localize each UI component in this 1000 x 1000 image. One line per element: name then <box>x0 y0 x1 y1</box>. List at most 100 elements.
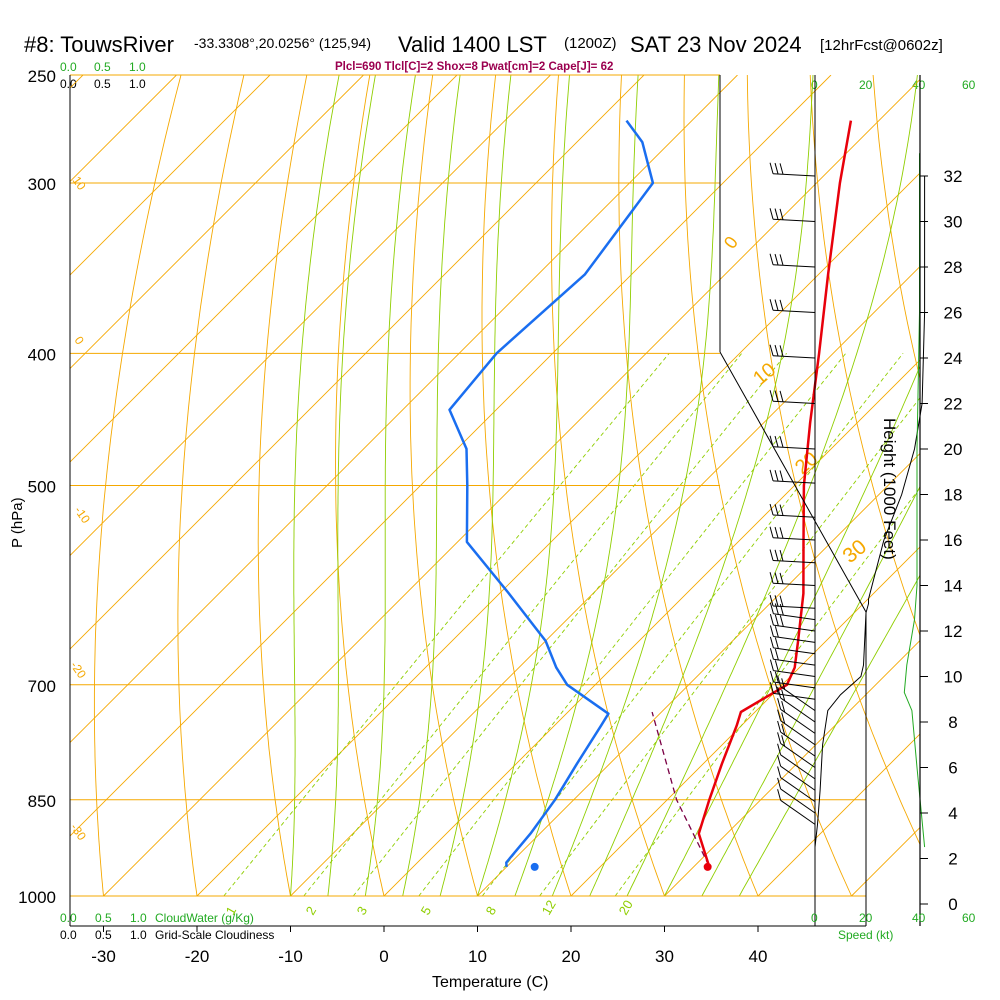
cloud-tick-green-b2: 1.0 <box>130 911 147 925</box>
speed-tick-top-1: 20 <box>859 78 873 92</box>
pressure-tick-label: 300 <box>28 175 56 194</box>
wind-barb-flag <box>774 390 779 402</box>
wind-barb-staff <box>780 708 816 734</box>
speed-tick-bottom-0: 0 <box>811 911 818 925</box>
pressure-tick-label: 400 <box>28 345 56 364</box>
temperature-tick-label: 20 <box>562 947 581 966</box>
height-tick-label: 22 <box>944 395 963 414</box>
wind-barb <box>769 344 816 359</box>
height-tick-label: 2 <box>948 850 957 869</box>
wind-barb-flag <box>779 527 784 539</box>
wind-barb <box>769 390 816 404</box>
wind-barb-flag <box>774 504 779 516</box>
wind-barb <box>777 777 816 814</box>
pressure-tick-label: 250 <box>28 67 56 86</box>
wind-barb-flag <box>777 789 782 801</box>
parcel-path-line <box>651 711 710 866</box>
wind-barb <box>769 435 816 450</box>
wind-barb-staff <box>773 480 816 484</box>
wind-barb-flag <box>774 626 779 638</box>
wind-barb-flag <box>777 686 782 699</box>
height-tick-label: 4 <box>948 804 957 823</box>
wind-barb-flag <box>769 469 774 482</box>
wind-barb <box>769 299 816 313</box>
wind-barb-staff <box>773 605 816 609</box>
moist-adiabat-line <box>402 75 461 897</box>
surface-temperature-dot <box>703 862 712 871</box>
height-tick-label: 8 <box>948 713 957 732</box>
dry-adiabat-line <box>551 75 665 897</box>
wind-barb-flag <box>769 682 774 694</box>
height-tick-label: 30 <box>944 213 963 232</box>
dewpoint-line <box>448 119 655 867</box>
wind-barb-staff <box>773 537 816 541</box>
wind-barb-staff <box>773 636 816 643</box>
wind-barb-staff <box>773 173 816 177</box>
wind-barb <box>769 503 816 518</box>
wind-barb-flag <box>769 549 774 561</box>
wind-barb <box>769 162 816 177</box>
dry-adiabat-line <box>409 75 478 897</box>
wind-barb-staff <box>773 264 816 268</box>
wind-barb-flag <box>779 390 784 402</box>
wind-barb-flag <box>769 614 774 626</box>
pressure-tick-label: 500 <box>28 478 56 497</box>
cloud-tick-black-1: 0.5 <box>94 77 111 91</box>
station-coords: -33.3308°,20.0256° (125,94) <box>194 35 371 51</box>
wind-barb-flag <box>779 549 784 562</box>
wind-barb-staff <box>773 658 816 666</box>
wind-barb-staff <box>780 754 816 780</box>
wind-barb-flag <box>777 720 782 733</box>
wind-barb-staff <box>780 765 816 791</box>
wind-barb-staff <box>780 799 816 825</box>
temperature-tick-label: -20 <box>185 947 210 966</box>
temperature-tick-label: 30 <box>655 947 674 966</box>
isotherm-line <box>70 75 458 463</box>
wind-barb-flag <box>774 299 779 311</box>
dry-adiabat-line <box>683 75 852 897</box>
cloud-tick-green-2: 1.0 <box>129 60 146 74</box>
height-tick-label: 32 <box>944 167 963 186</box>
wind-barb-flag <box>774 637 779 649</box>
wind-barb <box>769 670 816 689</box>
wind-barb <box>769 625 816 643</box>
cloud-tick-black-0: 0.0 <box>60 77 77 91</box>
forecast-run: [12hrFcst@0602z] <box>820 37 943 54</box>
temperature-tick-label: -10 <box>278 947 303 966</box>
wind-barb-flag <box>774 208 779 220</box>
height-tick-label: 6 <box>948 759 957 778</box>
wind-barb-flag <box>777 698 782 710</box>
pressure-axis-title: P (hPa) <box>9 497 26 548</box>
wind-barb-flag <box>774 671 779 683</box>
wind-barb-staff <box>773 670 816 677</box>
wind-barb <box>769 636 816 655</box>
cloud-scale-top: 0.0 0.5 1.0 0.0 0.5 1.0 <box>60 60 146 91</box>
wind-barb-flag <box>777 755 782 767</box>
wind-barb-flag <box>774 595 779 607</box>
height-tick-label: 26 <box>944 304 963 323</box>
wind-barb-flag <box>774 549 779 561</box>
moist-adiabat-line <box>701 485 920 897</box>
zulu-time: (1200Z) <box>564 35 617 52</box>
wind-barb-flag <box>777 732 782 744</box>
cloud-tick-green-1: 0.5 <box>94 60 111 74</box>
wind-barb-flag <box>769 344 774 356</box>
dry-adiabat-label: 0 <box>72 334 87 348</box>
wind-barb-flag <box>779 208 784 220</box>
temperature-tick-label: 0 <box>379 947 388 966</box>
pressure-tick-label: 700 <box>28 677 56 696</box>
wind-barb-flag <box>769 503 774 516</box>
height-tick-label: 18 <box>944 486 963 505</box>
isotherm-line <box>70 75 364 370</box>
mixing-ratio-label: 8 <box>483 904 500 918</box>
wind-barb-flag <box>769 208 774 220</box>
mixing-ratio-label: 3 <box>354 904 371 918</box>
wind-barb-flag <box>779 572 784 584</box>
wind-barb-flag <box>777 766 782 778</box>
surface-dewpoint-dot <box>530 862 539 871</box>
wind-barb-flag <box>774 470 779 482</box>
wind-barb-flag <box>769 602 774 614</box>
mixing-ratio-label: 2 <box>303 904 320 918</box>
wind-barb <box>769 648 816 666</box>
